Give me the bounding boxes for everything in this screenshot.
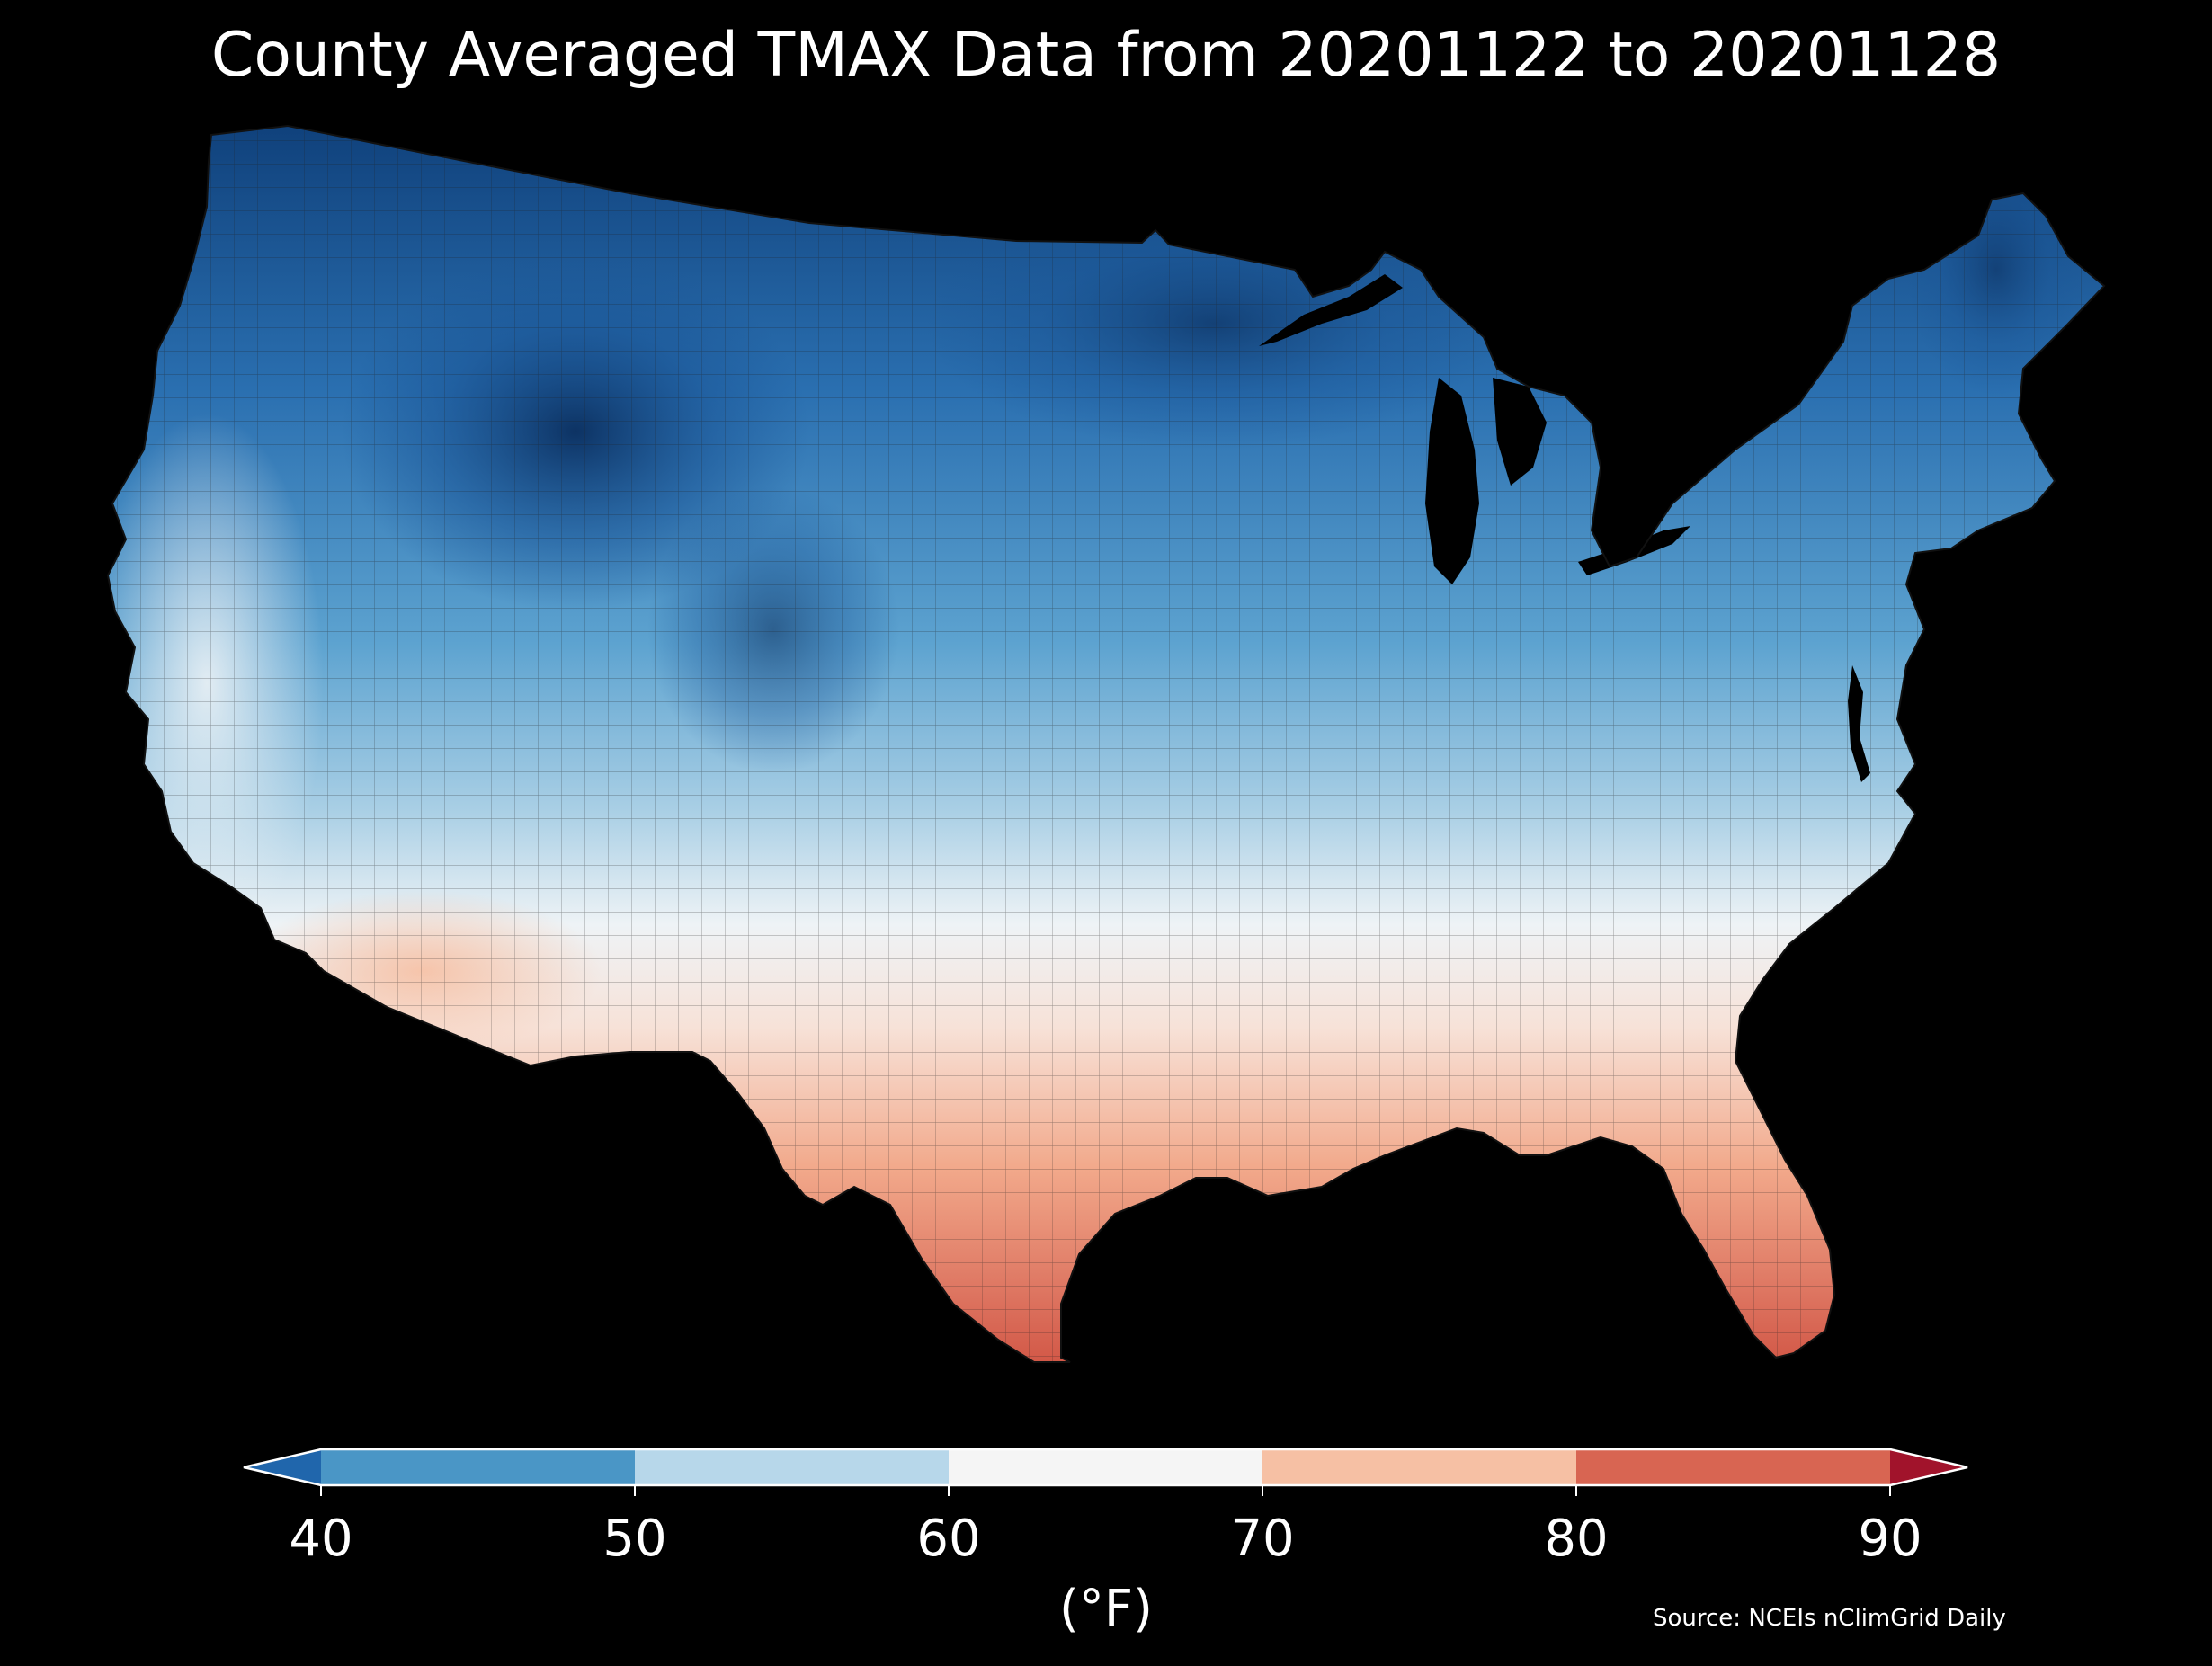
chesapeake-bay [1848, 665, 1870, 782]
lake-superior [1259, 274, 1403, 346]
colorbar-segment [635, 1449, 949, 1485]
colorbar-tick-label: 90 [1858, 1510, 1922, 1568]
lake-michigan [1425, 378, 1479, 584]
colorbar-extend-min [244, 1449, 321, 1485]
colorbar-tick-label: 50 [602, 1510, 667, 1568]
colorbar-segment [1576, 1449, 1890, 1485]
lake-erie [1578, 526, 1690, 575]
colorbar-tick-label: 60 [916, 1510, 981, 1568]
colorbar-extend-max [1890, 1449, 1967, 1485]
colorbar-tick-label: 80 [1544, 1510, 1609, 1568]
lake-huron [1493, 378, 1547, 486]
colorbar-segment [321, 1449, 635, 1485]
colorbar-unit-label: (°F) [1059, 1580, 1153, 1638]
colorbar-segment [1262, 1449, 1576, 1485]
colorbar-tick-label: 40 [289, 1510, 353, 1568]
source-credit: Source: NCEIs nClimGrid Daily [1653, 1605, 2006, 1632]
map-title: County Averaged TMAX Data from 20201122 … [210, 20, 2002, 91]
colorbar-segment [949, 1449, 1262, 1485]
colorbar-tick-label: 70 [1230, 1510, 1295, 1568]
